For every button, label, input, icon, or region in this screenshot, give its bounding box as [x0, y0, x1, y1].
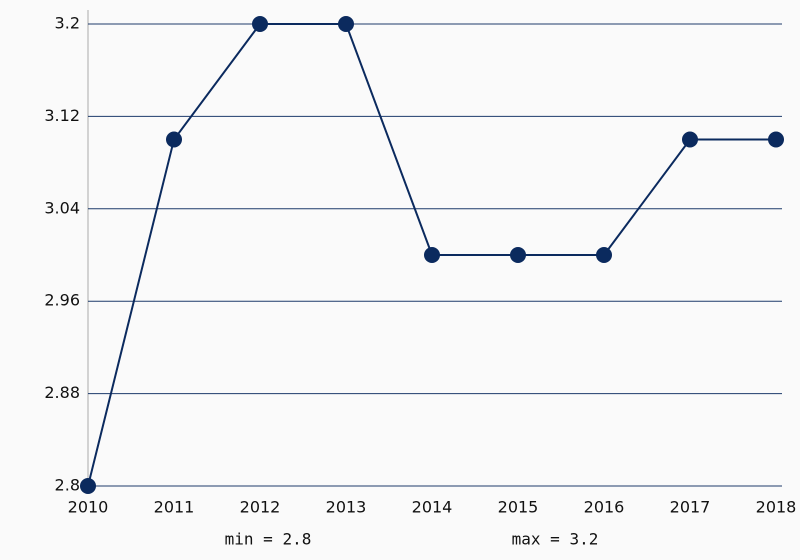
y-tick-label: 3.2: [55, 14, 80, 33]
annotation: min = 2.8: [225, 530, 312, 549]
point: [510, 247, 526, 263]
point: [768, 131, 784, 148]
annotation: max = 3.2: [512, 530, 599, 549]
point: [596, 247, 612, 263]
x-tick-label: 2012: [240, 498, 281, 517]
y-tick-label: 3.04: [44, 198, 80, 217]
x-tick-label: 2017: [670, 498, 711, 517]
point: [166, 131, 182, 148]
x-tick-label: 2014: [412, 498, 453, 517]
x-tick-label: 2010: [68, 498, 109, 517]
x-tick-label: 2013: [326, 498, 367, 517]
point: [338, 16, 354, 32]
y-tick-label: 3.12: [44, 106, 80, 125]
x-tick-label: 2018: [756, 498, 797, 517]
y-tick-label: 2.88: [44, 383, 80, 402]
x-tick-label: 2015: [498, 498, 539, 517]
x-tick-label: 2016: [584, 498, 625, 517]
point: [252, 16, 268, 32]
point: [80, 478, 96, 494]
point: [424, 247, 440, 263]
y-tick-label: 2.8: [55, 476, 80, 495]
x-tick-label: 2011: [154, 498, 195, 517]
y-tick-label: 2.96: [44, 291, 80, 310]
point: [682, 131, 698, 148]
